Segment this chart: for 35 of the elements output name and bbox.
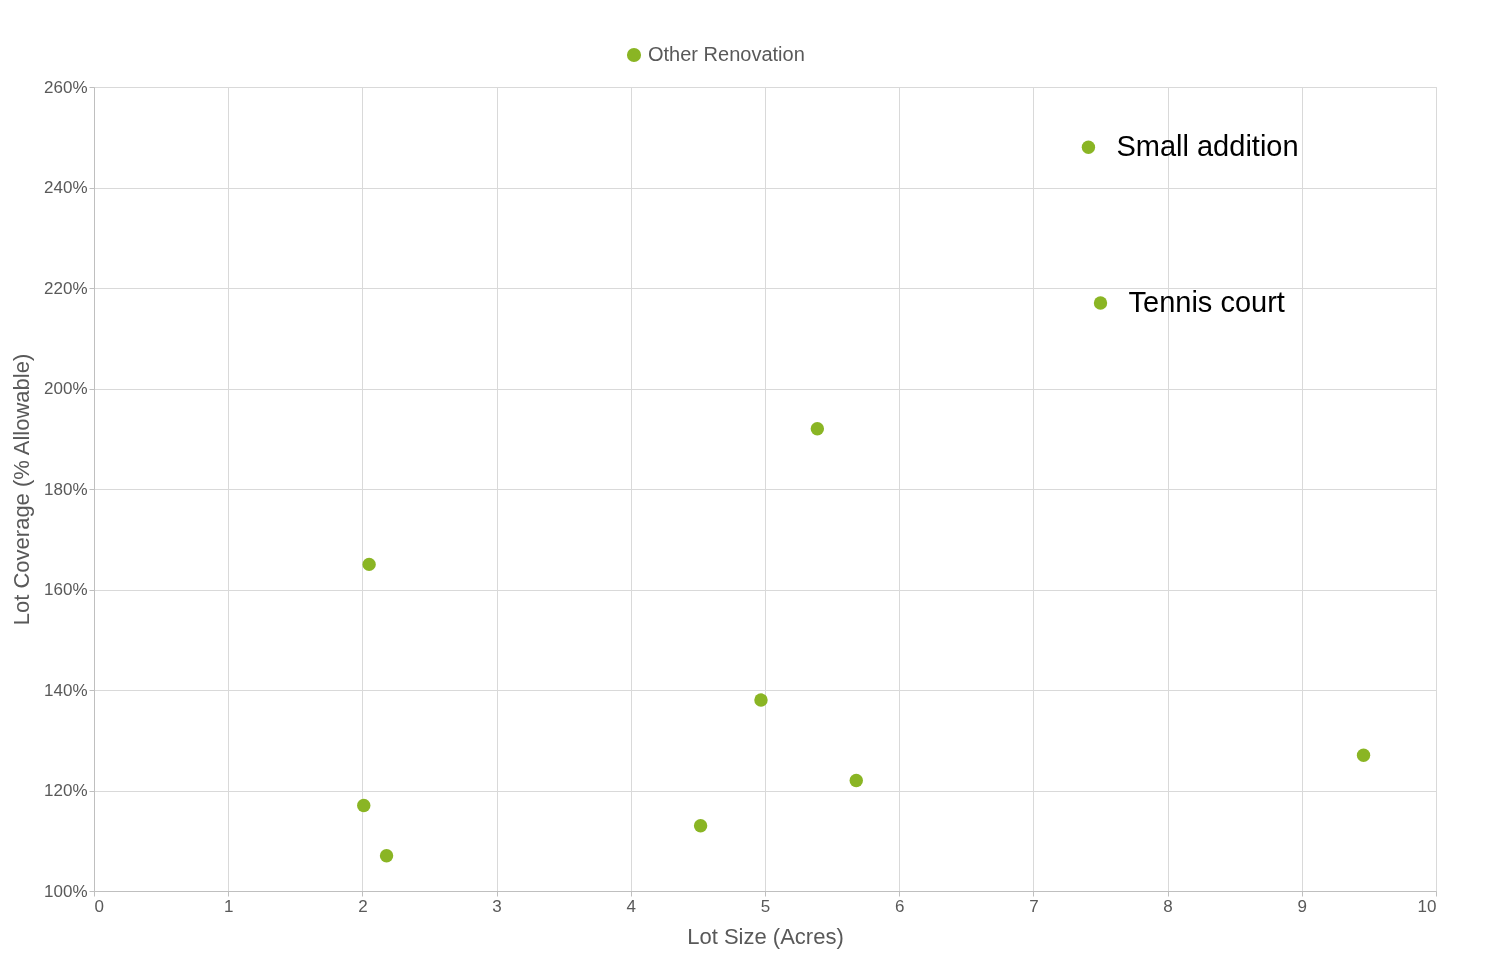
point [1081,140,1096,154]
y-tick-label: 100% [44,881,88,901]
y-tick-label: 180% [44,479,88,499]
annotation: Tennis court [1128,286,1285,319]
point [693,818,708,833]
point [849,773,863,788]
y-axis-title: Lot Coverage (% Allowable) [9,353,35,626]
point [810,422,825,436]
x-tick-label: 10 [1417,896,1437,916]
x-tick-label: 5 [760,896,771,916]
y-tick-label: 160% [44,580,88,599]
y-tick-label: 140% [44,680,88,700]
x-tick-label: 3 [492,896,502,916]
point [1356,748,1371,763]
x-tick-label: 1 [223,896,234,916]
y-tick-label: 220% [44,278,88,298]
point [357,798,371,813]
point [1093,296,1108,310]
x-tick-label: 8 [1163,896,1173,916]
x-tick-label: 2 [358,896,368,916]
x-tick-label: 6 [894,896,905,916]
x-axis-title: Lot Size (Acres) [687,923,844,949]
point [754,693,768,707]
point [379,849,394,863]
y-tick-label: 260% [44,77,88,97]
annotation: Small addition [1116,130,1299,163]
x-tick-label: 0 [94,896,104,916]
y-tick-label: 200% [44,379,88,398]
x-tick-label: 4 [626,896,637,916]
point [362,557,376,572]
legend-label: Other Renovation [648,43,805,65]
x-tick-label: 9 [1297,896,1308,916]
y-tick-label: 120% [44,781,88,800]
x-tick-label: 7 [1029,896,1039,916]
y-tick-label: 240% [44,178,88,197]
